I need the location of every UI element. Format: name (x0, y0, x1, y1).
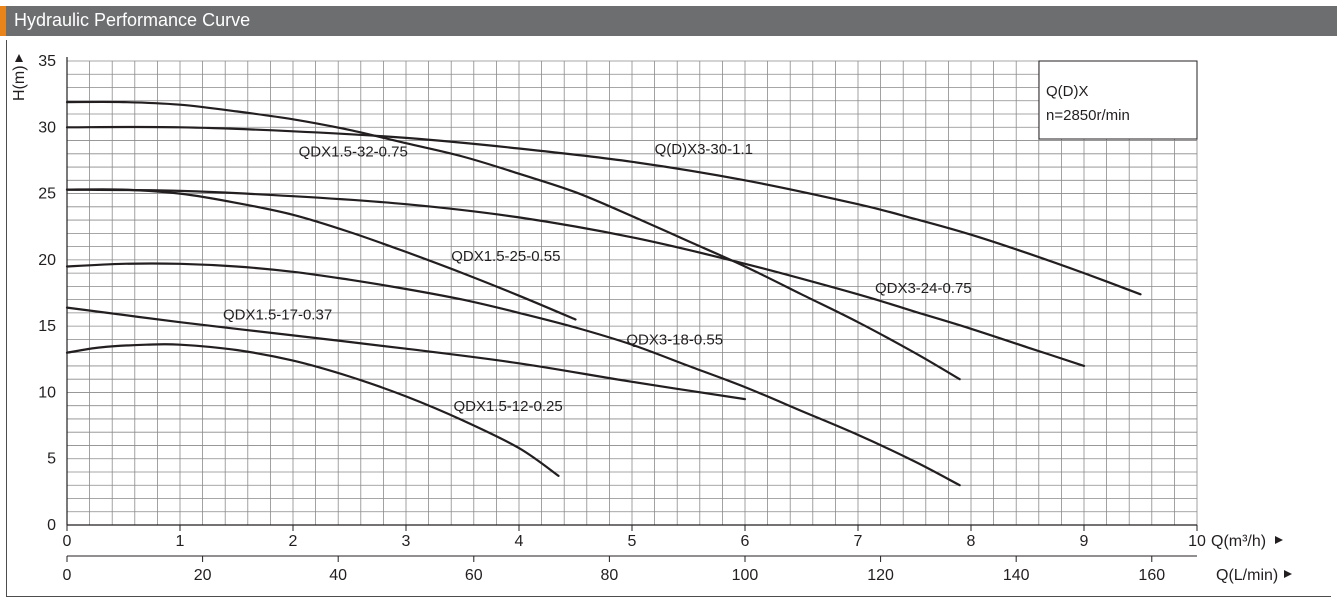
x2-tick-label: 0 (63, 567, 72, 584)
frame-left (6, 40, 7, 597)
title-bar: Hydraulic Performance Curve (0, 6, 1337, 36)
y-tick-label: 0 (47, 517, 56, 534)
x-tick-label: 6 (741, 533, 750, 550)
x2-tick-label: 20 (194, 567, 212, 584)
legend-line-1: Q(D)X (1046, 83, 1089, 100)
x-tick-label: 3 (402, 533, 411, 550)
x2-tick-label: 140 (1003, 567, 1030, 584)
curve-label-qdx1-5-12-0-25: QDX1.5-12-0.25 (453, 398, 562, 415)
x2-tick-label: 80 (600, 567, 618, 584)
x-tick-label: 5 (628, 533, 637, 550)
curve-label-qdx3-18-0-55: QDX3-18-0.55 (626, 332, 723, 349)
curve-label-qdx3-24-0-75: QDX3-24-0.75 (875, 280, 972, 297)
y-axis-arrow-icon (15, 54, 23, 62)
chart-labels: QDX1.5-32-0.75 Q(D)X3-30-1.1 QDX1.5-25-0.5… (223, 141, 972, 415)
y-tick-label: 10 (38, 384, 56, 401)
x-tick-label: 8 (967, 533, 976, 550)
curve-label-qdx1-5-17-0-37: QDX1.5-17-0.37 (223, 307, 332, 324)
curve-qdx1-5-17-0-37 (65, 306, 747, 401)
y-tick-label: 30 (38, 119, 56, 136)
chart-curves (65, 100, 1142, 487)
x-axis-label: Q(m³/h) (1211, 533, 1266, 550)
y-axis-label: H(m) (11, 65, 28, 101)
x-tick-label: 1 (176, 533, 185, 550)
x2-tick-label: 160 (1138, 567, 1165, 584)
frame-bottom (6, 596, 1331, 597)
y-tick-label: 15 (38, 318, 56, 335)
x2-tick-label: 120 (867, 567, 894, 584)
title-accent (0, 6, 6, 36)
x-tick-label: 7 (854, 533, 863, 550)
x2-tick-label: 100 (732, 567, 759, 584)
x-tick-label: 10 (1188, 533, 1206, 550)
chart-legend: Q(D)X n=2850r/min (1038, 60, 1198, 140)
x2-tick-label: 60 (465, 567, 483, 584)
curve-label-qdx1-5-25-0-55: QDX1.5-25-0.55 (451, 248, 560, 265)
y-tick-label: 20 (38, 252, 56, 269)
x-tick-label: 0 (63, 533, 72, 550)
legend-box (1038, 60, 1198, 140)
curve-qdx1-5-12-0-25 (65, 343, 560, 477)
page-title: Hydraulic Performance Curve (14, 10, 251, 30)
y-tick-label: 5 (47, 451, 56, 468)
curve-q-d-x3-30-1-1 (65, 125, 1142, 296)
curve-qdx3-18-0-55 (65, 262, 961, 487)
x2-axis-label: Q(L/min) (1216, 567, 1278, 584)
x-tick-label: 2 (289, 533, 298, 550)
curve-qdx1-5-32-0-75 (65, 100, 961, 381)
x-axis-arrow-icon (1275, 536, 1283, 544)
x-tick-label: 4 (515, 533, 524, 550)
x2-tick-label: 40 (329, 567, 347, 584)
curve-label-q-d-x3-30-1-1: Q(D)X3-30-1.1 (655, 141, 753, 158)
legend-line-2: n=2850r/min (1046, 107, 1130, 124)
y-tick-label: 25 (38, 186, 56, 203)
x-tick-label: 9 (1080, 533, 1089, 550)
y-tick-label: 35 (38, 53, 56, 70)
curve-label-qdx1-5-32-0-75: QDX1.5-32-0.75 (299, 143, 408, 160)
curve-qdx3-24-0-75 (65, 188, 1086, 367)
chart-grid (66, 60, 1198, 526)
x2-axis-arrow-icon (1284, 570, 1292, 578)
